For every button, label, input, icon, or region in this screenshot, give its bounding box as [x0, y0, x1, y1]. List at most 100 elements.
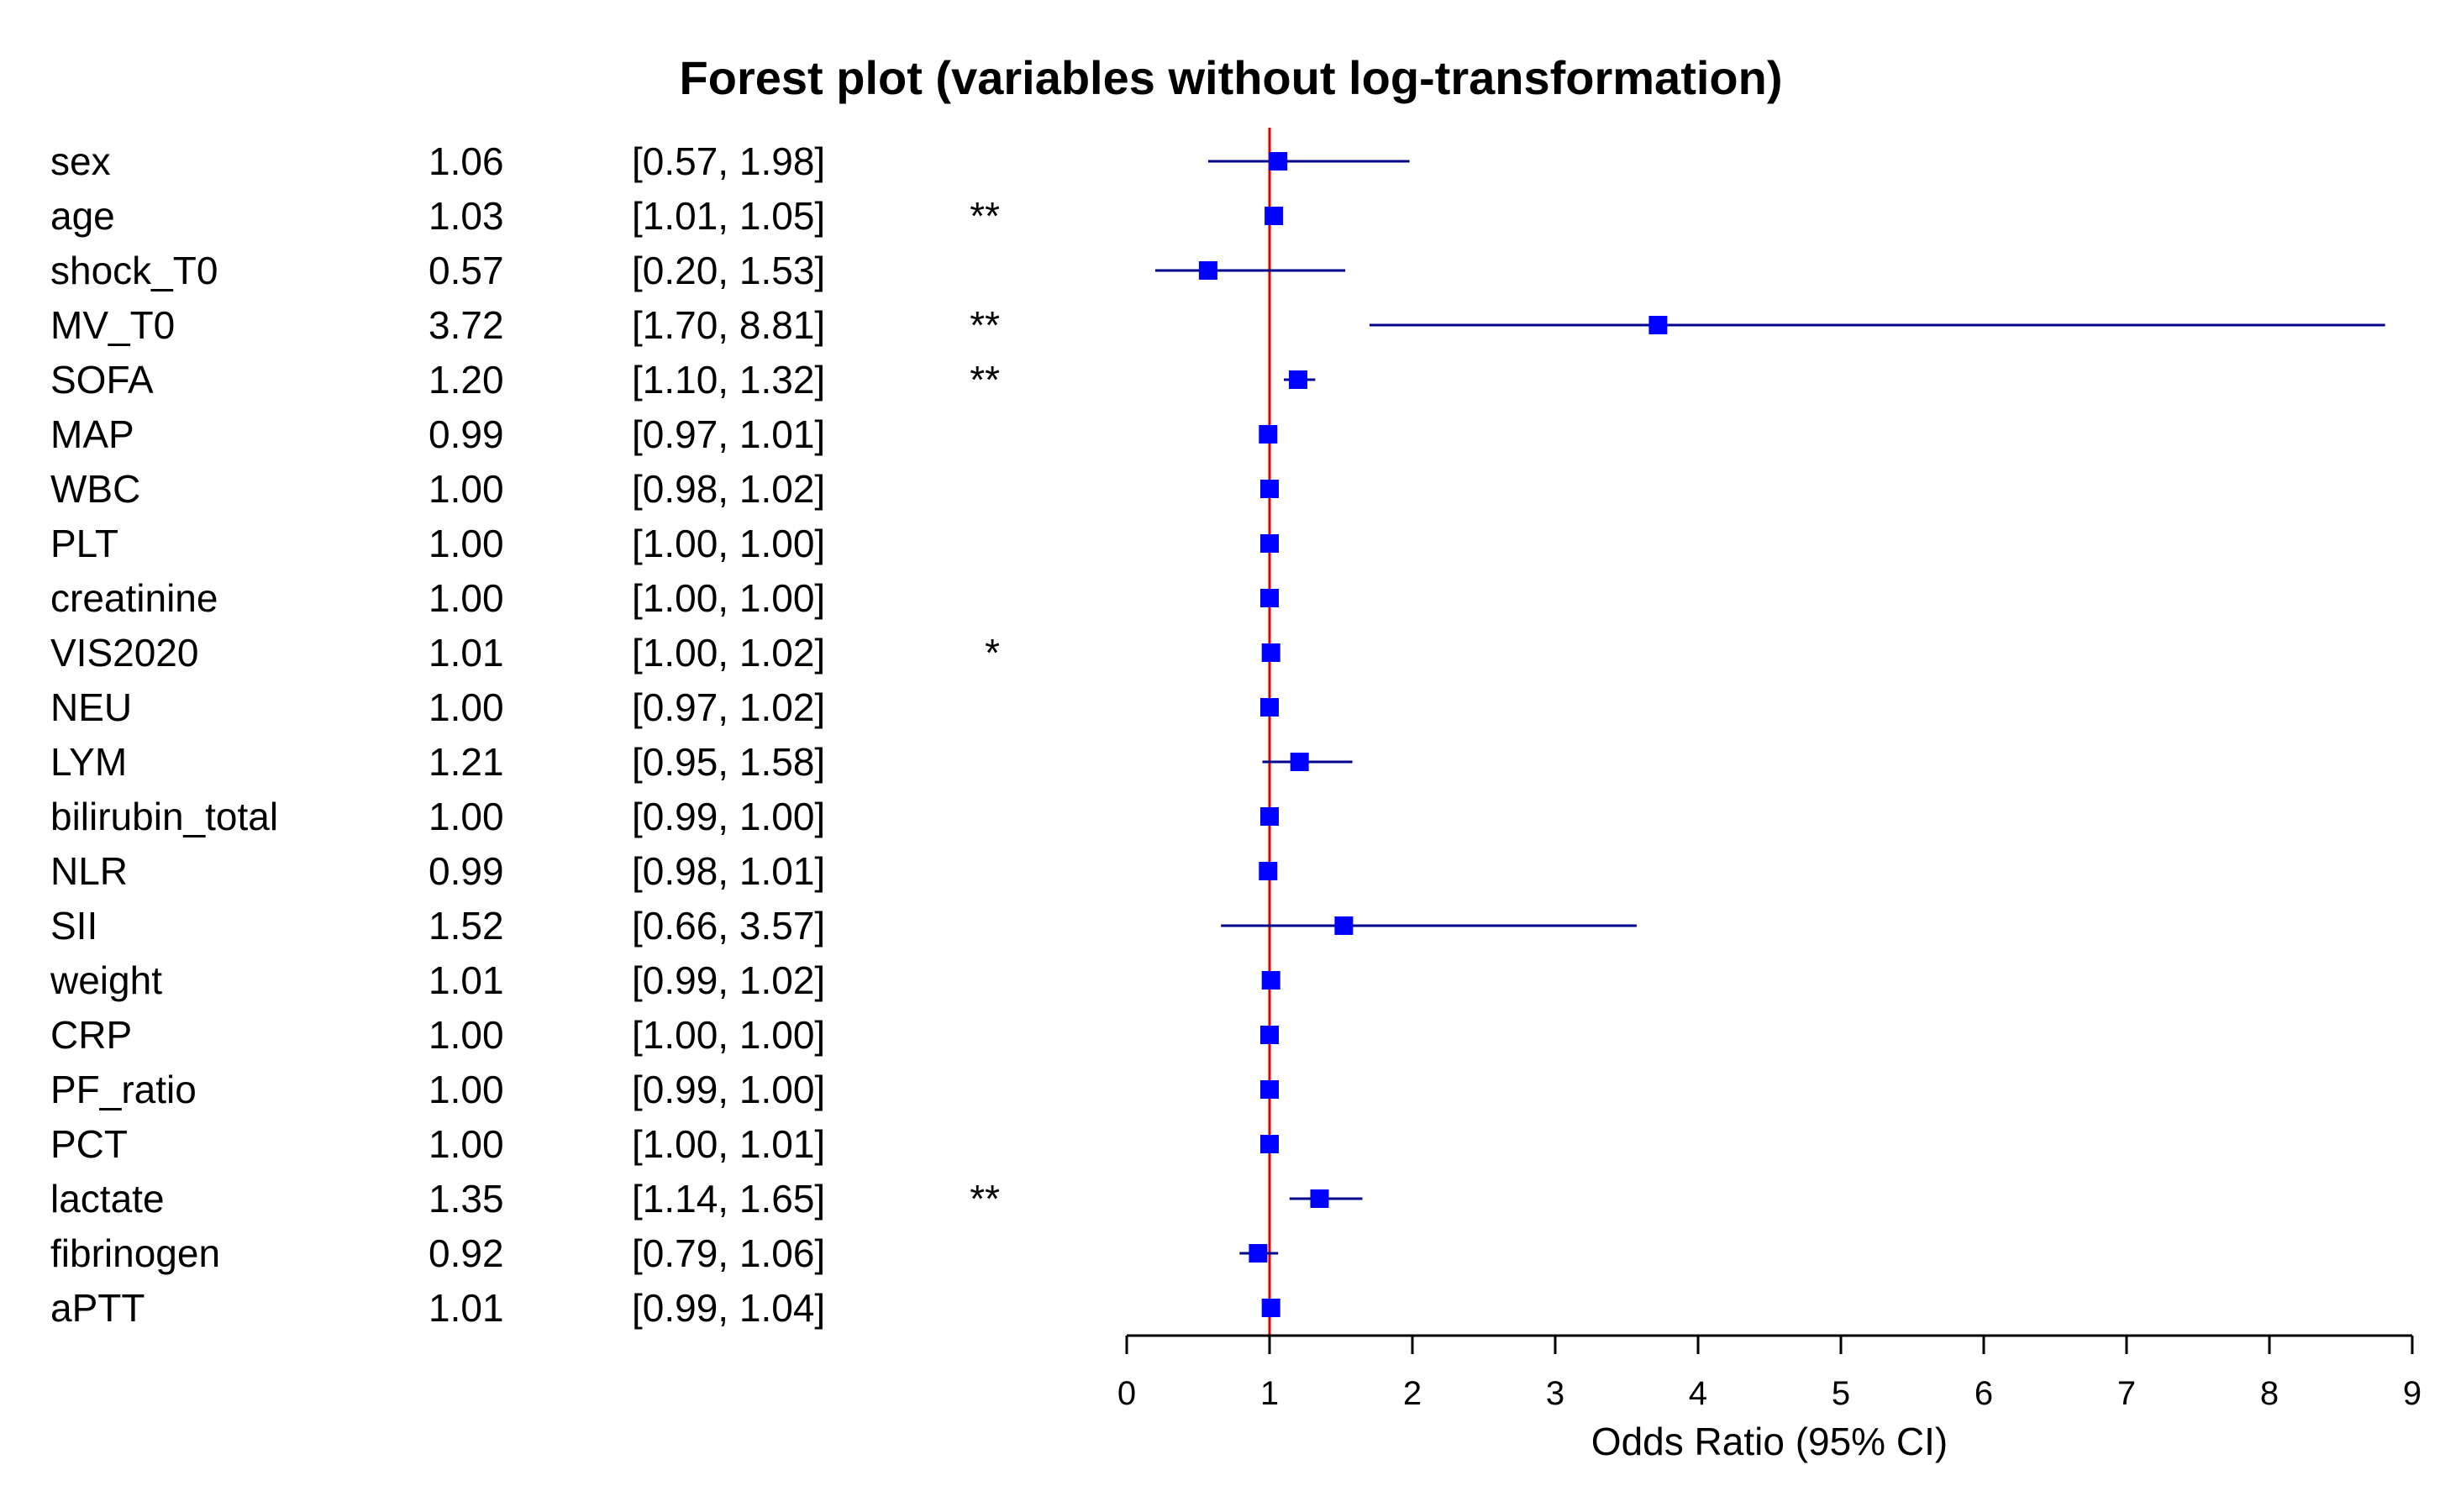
forest-row: SOFA 1.20 [1.10, 1.32] **	[50, 358, 1316, 402]
variable-label: MAP	[50, 412, 134, 456]
odds-ratio-marker	[1269, 152, 1288, 171]
variable-label: shock_T0	[50, 249, 218, 292]
odds-ratio-label: 1.01	[429, 1286, 504, 1330]
forest-row: NEU 1.00 [0.97, 1.02]	[50, 685, 1279, 729]
x-tick-label: 0	[1117, 1375, 1136, 1412]
odds-ratio-marker	[1260, 534, 1279, 553]
odds-ratio-label: 1.06	[429, 139, 504, 183]
forest-row: PLT 1.00 [1.00, 1.00]	[50, 522, 1279, 565]
significance-marker: **	[970, 1177, 1000, 1221]
x-tick-label: 5	[1832, 1375, 1850, 1412]
x-axis: 0 1 2 3 4 5 6 7 8 9	[1117, 1334, 2421, 1412]
odds-ratio-label: 0.99	[429, 849, 504, 893]
odds-ratio-marker	[1260, 1080, 1279, 1099]
x-tick-label: 3	[1546, 1375, 1564, 1412]
variable-label: MV_T0	[50, 303, 175, 347]
odds-ratio-marker	[1289, 370, 1307, 389]
forest-row: creatinine 1.00 [1.00, 1.00]	[50, 576, 1279, 620]
x-tick-label: 4	[1689, 1375, 1707, 1412]
ci-label: [1.00, 1.02]	[632, 631, 825, 675]
variable-label: NEU	[50, 685, 132, 729]
variable-label: VIS2020	[50, 631, 198, 675]
odds-ratio-marker	[1260, 589, 1279, 607]
x-tick-label: 2	[1403, 1375, 1422, 1412]
chart-title: Forest plot (variables without log-trans…	[680, 51, 1783, 104]
ci-label: [0.79, 1.06]	[632, 1231, 825, 1275]
ci-label: [0.99, 1.04]	[632, 1286, 825, 1330]
variable-label: LYM	[50, 740, 127, 784]
odds-ratio-marker	[1249, 1244, 1268, 1263]
odds-ratio-marker	[1259, 425, 1278, 444]
odds-ratio-marker	[1260, 807, 1279, 826]
odds-ratio-marker	[1310, 1189, 1329, 1208]
variable-label: PF_ratio	[50, 1068, 197, 1111]
odds-ratio-marker	[1265, 207, 1284, 225]
significance-marker: **	[970, 303, 1000, 347]
variable-label: SOFA	[50, 358, 154, 402]
variable-label: CRP	[50, 1013, 132, 1057]
ci-label: [0.57, 1.98]	[632, 139, 825, 183]
odds-ratio-label: 3.72	[429, 303, 504, 347]
ci-label: [0.66, 3.57]	[632, 904, 825, 948]
variable-label: fibrinogen	[50, 1231, 220, 1275]
ci-label: [1.10, 1.32]	[632, 358, 825, 402]
ci-label: [0.99, 1.00]	[632, 795, 825, 838]
odds-ratio-label: 0.92	[429, 1231, 504, 1275]
odds-ratio-marker	[1261, 643, 1280, 662]
odds-ratio-label: 1.00	[429, 576, 504, 620]
ci-label: [1.00, 1.00]	[632, 576, 825, 620]
forest-row: MAP 0.99 [0.97, 1.01]	[50, 412, 1278, 456]
odds-ratio-label: 1.21	[429, 740, 504, 784]
significance-marker: **	[970, 194, 1000, 238]
ci-label: [1.01, 1.05]	[632, 194, 825, 238]
variable-label: aPTT	[50, 1286, 145, 1330]
variable-label: WBC	[50, 467, 140, 511]
odds-ratio-marker	[1260, 480, 1279, 498]
odds-ratio-marker	[1260, 1135, 1279, 1153]
forest-row: weight 1.01 [0.99, 1.02]	[50, 958, 1280, 1002]
variable-label: weight	[50, 958, 162, 1002]
odds-ratio-marker	[1260, 698, 1279, 717]
odds-ratio-marker	[1260, 1026, 1279, 1044]
odds-ratio-marker	[1261, 1299, 1280, 1317]
forest-row: lactate 1.35 [1.14, 1.65] **	[50, 1177, 1363, 1221]
significance-marker: **	[970, 358, 1000, 402]
variable-label: PLT	[50, 522, 118, 565]
odds-ratio-marker	[1290, 753, 1309, 771]
odds-ratio-label: 1.01	[429, 958, 504, 1002]
odds-ratio-label: 0.57	[429, 249, 504, 292]
odds-ratio-label: 1.00	[429, 795, 504, 838]
odds-ratio-label: 1.00	[429, 685, 504, 729]
odds-ratio-label: 1.20	[429, 358, 504, 402]
variable-label: age	[50, 194, 115, 238]
forest-row: PCT 1.00 [1.00, 1.01]	[50, 1122, 1279, 1166]
odds-ratio-marker	[1648, 316, 1668, 334]
rows-layer: sex 1.06 [0.57, 1.98]age 1.03 [1.01, 1.05] **…	[50, 128, 2385, 1341]
ci-label: [0.99, 1.00]	[632, 1068, 825, 1111]
odds-ratio-marker	[1259, 862, 1278, 880]
odds-ratio-label: 1.00	[429, 1013, 504, 1057]
forest-row: SII 1.52 [0.66, 3.57]	[50, 904, 1637, 948]
x-tick-label: 9	[2403, 1375, 2421, 1412]
forest-row: LYM 1.21 [0.95, 1.58]	[50, 740, 1353, 784]
ci-label: [0.95, 1.58]	[632, 740, 825, 784]
forest-row: age 1.03 [1.01, 1.05] **	[50, 194, 1284, 238]
variable-label: NLR	[50, 849, 128, 893]
forest-row: CRP 1.00 [1.00, 1.00]	[50, 1013, 1279, 1057]
forest-row: sex 1.06 [0.57, 1.98]	[50, 139, 1410, 183]
forest-row: PF_ratio 1.00 [0.99, 1.00]	[50, 1068, 1279, 1111]
odds-ratio-label: 1.00	[429, 1068, 504, 1111]
ci-label: [0.98, 1.02]	[632, 467, 825, 511]
forest-row: WBC 1.00 [0.98, 1.02]	[50, 467, 1279, 511]
odds-ratio-marker	[1261, 971, 1280, 990]
odds-ratio-label: 1.00	[429, 522, 504, 565]
variable-label: PCT	[50, 1122, 128, 1166]
odds-ratio-label: 0.99	[429, 412, 504, 456]
ci-label: [0.98, 1.01]	[632, 849, 825, 893]
odds-ratio-label: 1.00	[429, 1122, 504, 1166]
ci-label: [0.97, 1.01]	[632, 412, 825, 456]
x-tick-label: 6	[1974, 1375, 1993, 1412]
ci-label: [0.97, 1.02]	[632, 685, 825, 729]
forest-row: MV_T0 3.72 [1.70, 8.81] **	[50, 303, 2385, 347]
